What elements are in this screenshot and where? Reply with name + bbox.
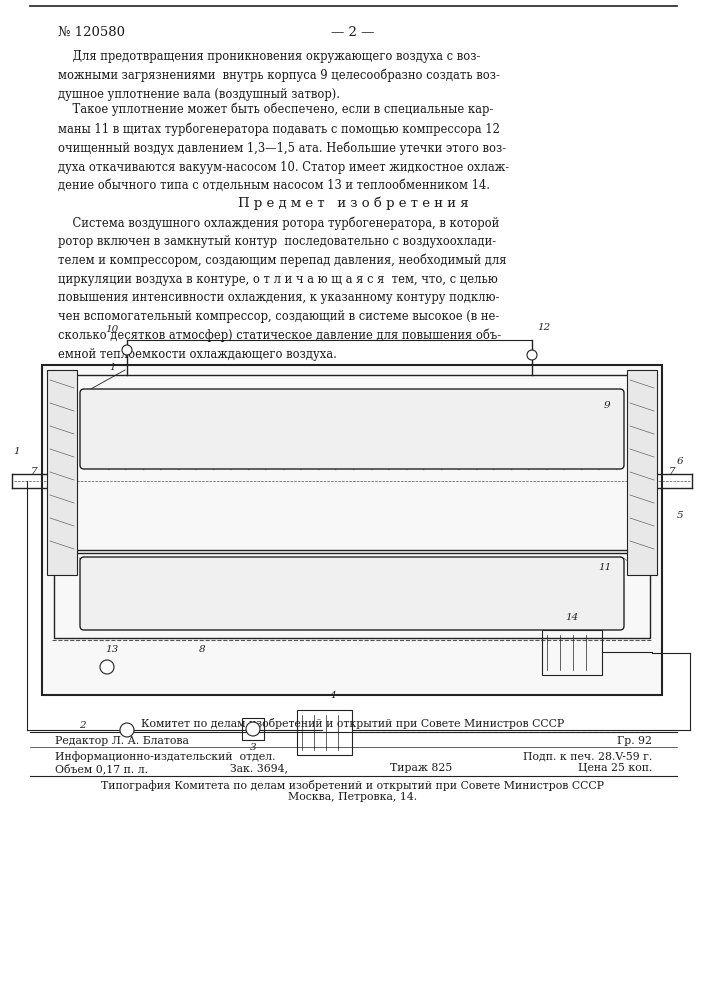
Text: 5: 5 [677, 510, 683, 520]
Text: Подп. к печ. 28.V-59 г.: Подп. к печ. 28.V-59 г. [522, 751, 652, 761]
Bar [542, 630, 602, 675]
Text: 7: 7 [669, 468, 676, 477]
Text: 11: 11 [599, 564, 612, 572]
Text: Такое уплотнение может быть обеспечено, если в специальные кар-
маны 11 в щитах : Такое уплотнение может быть обеспечено, … [58, 103, 509, 192]
Bar [242, 718, 264, 740]
Text: П р е д м е т   и з о б р е т е н и я: П р е д м е т и з о б р е т е н и я [238, 196, 468, 210]
Bar [47, 370, 77, 575]
Text: 9: 9 [604, 400, 610, 410]
FancyBboxPatch shape [80, 557, 624, 630]
Text: Гр. 92: Гр. 92 [617, 736, 652, 746]
Text: 4: 4 [329, 690, 335, 700]
Text: 1: 1 [109, 363, 115, 372]
Text: 7: 7 [30, 468, 37, 477]
Circle shape [122, 345, 132, 355]
Text: Комитет по делам изобретений и открытий при Совете Министров СССР: Комитет по делам изобретений и открытий … [141, 718, 565, 729]
Text: 6: 6 [677, 458, 683, 466]
Text: 10: 10 [106, 326, 119, 334]
Text: Редактор Л. А. Блатова: Редактор Л. А. Блатова [55, 736, 189, 746]
Text: Объем 0,17 п. л.: Объем 0,17 п. л. [55, 763, 148, 774]
Text: 14: 14 [566, 613, 578, 622]
Text: 12: 12 [537, 322, 550, 332]
Text: Москва, Петровка, 14.: Москва, Петровка, 14. [288, 792, 418, 802]
Text: 2: 2 [78, 720, 86, 730]
Circle shape [100, 660, 114, 674]
Text: Информационно-издательский  отдел.: Информационно-издательский отдел. [55, 751, 276, 762]
Text: № 120580: № 120580 [58, 26, 125, 39]
Text: 3: 3 [250, 744, 257, 752]
Text: 8: 8 [199, 646, 205, 654]
Text: Тираж 825: Тираж 825 [390, 763, 452, 773]
Text: Цена 25 коп.: Цена 25 коп. [578, 763, 652, 773]
Text: 13: 13 [105, 646, 119, 654]
Circle shape [120, 723, 134, 737]
Text: Зак. 3694,: Зак. 3694, [230, 763, 288, 773]
Text: — 2 —: — 2 — [332, 26, 375, 39]
Bar [297, 710, 352, 755]
Bar [54, 375, 650, 550]
Text: Для предотвращения проникновения окружающего воздуха с воз-
можными загрязнениям: Для предотвращения проникновения окружаю… [58, 50, 500, 101]
Text: 1: 1 [13, 448, 20, 456]
Text: Типография Комитета по делам изобретений и открытий при Совете Министров СССР: Типография Комитета по делам изобретений… [102, 780, 604, 791]
Circle shape [246, 722, 260, 736]
Bar [627, 370, 657, 575]
Text: Система воздушного охлаждения ротора турбогенератора, в которой
ротор включен в : Система воздушного охлаждения ротора тур… [58, 216, 506, 361]
Bar [54, 553, 650, 638]
Circle shape [527, 350, 537, 360]
Bar [42, 365, 662, 695]
FancyBboxPatch shape [80, 389, 624, 469]
